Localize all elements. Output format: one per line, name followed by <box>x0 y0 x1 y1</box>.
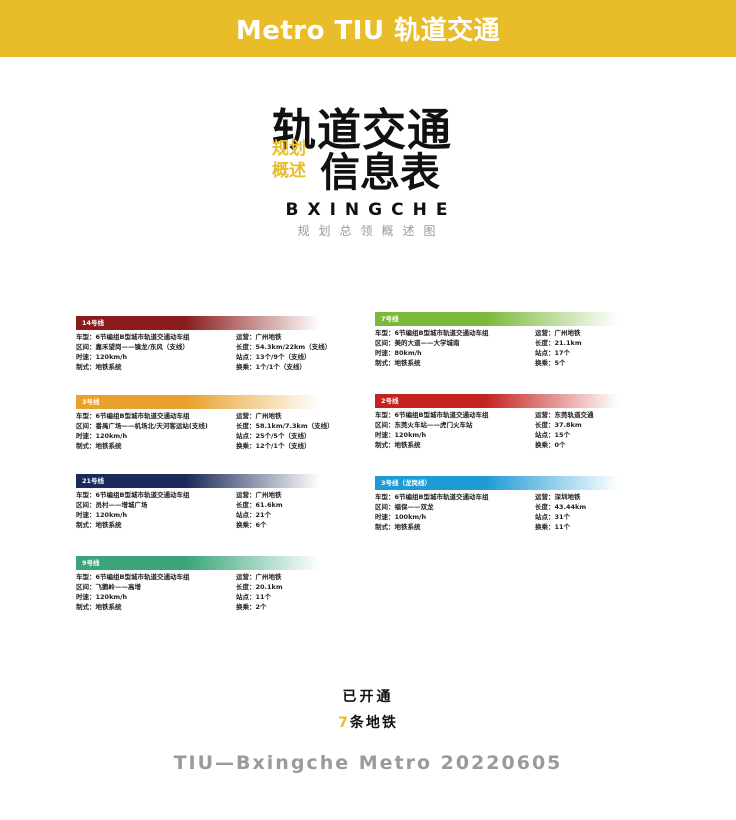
line-name: 9号线 <box>82 559 100 567</box>
system: 制式：地铁系统 <box>76 521 122 529</box>
hero-side-line2: 概述 <box>272 161 306 181</box>
section: 区间：嘉禾望岗——镇龙/东风（支线） <box>76 343 189 351</box>
system: 制式：地铁系统 <box>375 441 421 449</box>
stations: 站点：21个 <box>236 511 272 519</box>
stations: 站点：31个 <box>535 513 571 521</box>
length: 长度：43.44km <box>535 503 587 511</box>
length: 长度：37.8km <box>535 421 582 429</box>
operator: 运营：广州地铁 <box>535 329 581 337</box>
line-header-bar: 3号线 <box>76 395 320 409</box>
length: 长度：20.1km <box>236 583 283 591</box>
system: 制式：地铁系统 <box>375 359 421 367</box>
line-count-suffix: 条地铁 <box>349 715 398 731</box>
line-card: 21号线 车型：6节编组B型城市轨道交通动车组 区间：员村——增城广场 时速：1… <box>76 474 320 534</box>
operator: 运营：东莞轨道交通 <box>535 411 594 419</box>
transfers: 换乘：2个 <box>236 603 267 611</box>
transfers: 换乘：12个/1个（支线） <box>236 442 311 450</box>
line-name: 3号线 <box>82 398 100 406</box>
line-card: 7号线 车型：6节编组B型城市轨道交通动车组 区间：美的大道——大学城南 时速：… <box>375 312 619 372</box>
line-header-bar: 7号线 <box>375 312 619 326</box>
line-name: 3号线（龙岗线） <box>381 479 432 487</box>
line-card: 14号线 车型：6节编组B型城市轨道交通动车组 区间：嘉禾望岗——镇龙/东风（支… <box>76 316 331 376</box>
car-type: 车型：6节编组B型城市轨道交通动车组 <box>375 411 489 419</box>
operator: 运营：广州地铁 <box>236 412 282 420</box>
operator: 运营：深圳地铁 <box>535 493 581 501</box>
system: 制式：地铁系统 <box>76 363 122 371</box>
section: 区间：美的大道——大学城南 <box>375 339 460 347</box>
speed: 时速：100km/h <box>375 513 427 521</box>
line-header-bar: 3号线（龙岗线） <box>375 476 619 490</box>
operator: 运营：广州地铁 <box>236 491 282 499</box>
section: 区间：福保——双龙 <box>375 503 434 511</box>
hero-subtitle: 规划总领概述图 <box>297 224 445 238</box>
speed: 时速：120km/h <box>76 511 128 519</box>
operator: 运营：广州地铁 <box>236 333 282 341</box>
stations: 站点：13个/9个（支线） <box>236 353 311 361</box>
system: 制式：地铁系统 <box>76 603 122 611</box>
hero-title-block: 轨道交通 规划 概述 信息表 BXINGCHE 规划总领概述图 <box>0 88 736 248</box>
transfers: 换乘：6个 <box>236 521 267 529</box>
brand-name: BXINGCHE <box>285 200 457 220</box>
car-type: 车型：6节编组B型城市轨道交通动车组 <box>76 491 190 499</box>
speed: 时速：120km/h <box>375 431 427 439</box>
stations: 站点：11个 <box>236 593 272 601</box>
hero-second-title: 信息表 <box>320 150 440 196</box>
length: 长度：58.1km/7.3km（支线） <box>236 422 334 430</box>
line-name: 21号线 <box>82 477 105 485</box>
transfers: 换乘：5个 <box>535 359 566 367</box>
section: 区间：番禺广场——机场北/天河客运站(支线) <box>76 422 208 430</box>
line-header-bar: 2号线 <box>375 394 619 408</box>
section: 区间：飞鹅岭——高增 <box>76 583 141 591</box>
stations: 站点：25个/5个（支线） <box>236 432 311 440</box>
section: 区间：东莞火车站——虎门火车站 <box>375 421 473 429</box>
stations: 站点：15个 <box>535 431 571 439</box>
stations: 站点：17个 <box>535 349 571 357</box>
transfers: 换乘：11个 <box>535 523 571 531</box>
section: 区间：员村——增城广场 <box>76 501 148 509</box>
line-card: 3号线 车型：6节编组B型城市轨道交通动车组 区间：番禺广场——机场北/天河客运… <box>76 395 334 455</box>
line-name: 2号线 <box>381 397 399 405</box>
line-count-number: 7 <box>338 715 350 731</box>
hero-main-title: 轨道交通 <box>272 105 452 156</box>
line-card: 9号线 车型：6节编组B型城市轨道交通动车组 区间：飞鹅岭——高增 时速：120… <box>76 556 320 616</box>
line-name: 14号线 <box>82 319 105 327</box>
line-header-bar: 21号线 <box>76 474 320 488</box>
car-type: 车型：6节编组B型城市轨道交通动车组 <box>76 333 190 341</box>
top-banner: Metro TIU 轨道交通 <box>0 0 736 57</box>
speed: 时速：120km/h <box>76 353 128 361</box>
car-type: 车型：6节编组B型城市轨道交通动车组 <box>375 493 489 501</box>
length: 长度：21.1km <box>535 339 582 347</box>
operator: 运营：广州地铁 <box>236 573 282 581</box>
system: 制式：地铁系统 <box>76 442 122 450</box>
line-name: 7号线 <box>381 315 399 323</box>
line-header-bar: 14号线 <box>76 316 320 330</box>
footer-credit: TIU—Bxingche Metro 20220605 <box>173 752 563 774</box>
hero-side-label: 规划 概述 <box>272 138 322 182</box>
banner-title: Metro TIU 轨道交通 <box>235 16 501 46</box>
speed: 时速：120km/h <box>76 593 128 601</box>
system: 制式：地铁系统 <box>375 523 421 531</box>
speed: 时速：80km/h <box>375 349 422 357</box>
line-header-bar: 9号线 <box>76 556 320 570</box>
opened-label: 已开通 <box>342 689 394 705</box>
speed: 时速：120km/h <box>76 432 128 440</box>
transfers: 换乘：1个/1个（支线） <box>236 363 306 371</box>
length: 长度：61.6km <box>236 501 283 509</box>
car-type: 车型：6节编组B型城市轨道交通动车组 <box>76 412 190 420</box>
transfers: 换乘：0个 <box>535 441 566 449</box>
line-card: 2号线 车型：6节编组B型城市轨道交通动车组 区间：东莞火车站——虎门火车站 时… <box>375 394 619 454</box>
car-type: 车型：6节编组B型城市轨道交通动车组 <box>76 573 190 581</box>
line-count: 7条地铁 <box>0 712 736 732</box>
hero-side-line1: 规划 <box>272 139 306 159</box>
car-type: 车型：6节编组B型城市轨道交通动车组 <box>375 329 489 337</box>
line-card: 3号线（龙岗线） 车型：6节编组B型城市轨道交通动车组 区间：福保——双龙 时速… <box>375 476 619 536</box>
length: 长度：54.3km/22km（支线） <box>236 343 332 351</box>
